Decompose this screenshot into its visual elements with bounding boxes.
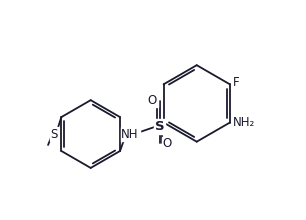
Text: NH: NH [121,128,139,141]
Text: F: F [233,76,239,89]
Text: O: O [148,94,157,107]
Text: S: S [50,128,58,141]
Text: S: S [155,120,164,133]
Text: O: O [162,137,172,150]
Text: NH₂: NH₂ [233,116,255,129]
